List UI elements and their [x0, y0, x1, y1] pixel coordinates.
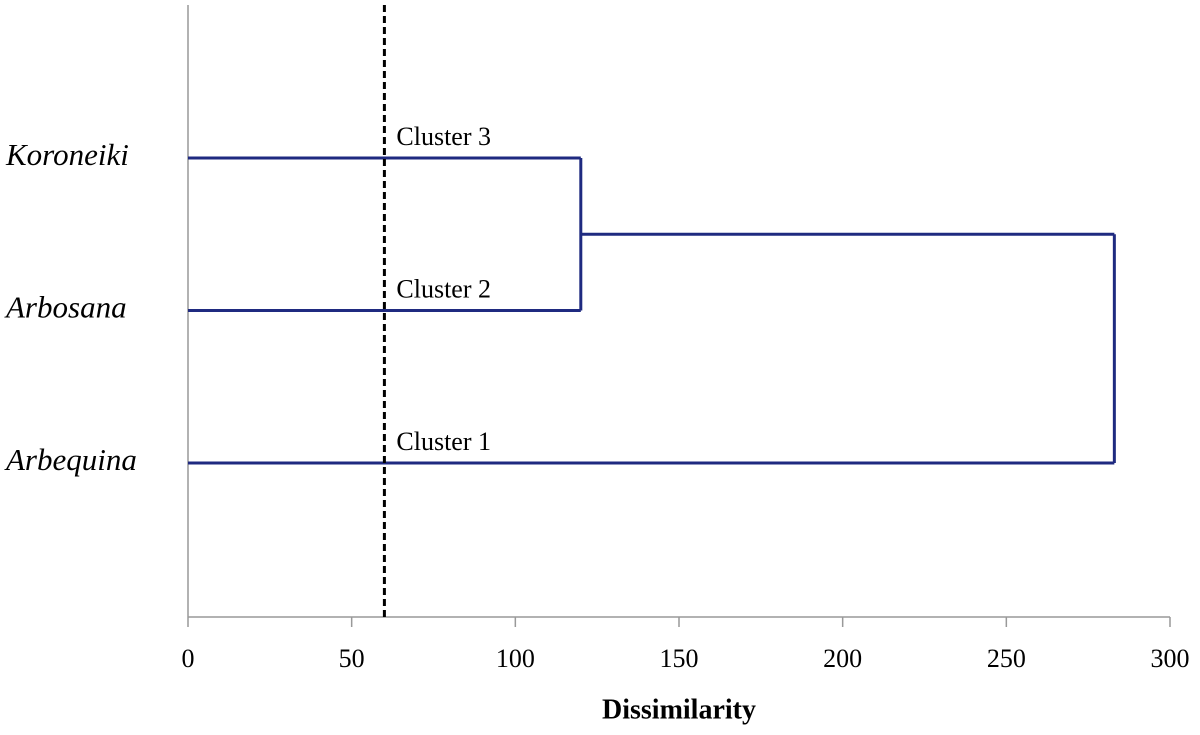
cluster-label: Cluster 3 — [396, 122, 491, 151]
leaf-label: Arbosana — [4, 290, 127, 325]
leaf-label: Arbequina — [4, 442, 137, 477]
x-tick-label: 0 — [182, 644, 195, 673]
x-tick-label: 250 — [987, 644, 1026, 673]
x-tick-label: 50 — [339, 644, 365, 673]
leaf-label: Koroneiki — [5, 137, 129, 172]
cluster-label: Cluster 2 — [396, 274, 491, 303]
x-tick-label: 200 — [823, 644, 862, 673]
cluster-label: Cluster 1 — [396, 427, 491, 456]
x-tick-label: 150 — [660, 644, 699, 673]
x-axis-label: Dissimilarity — [602, 694, 756, 725]
x-tick-label: 300 — [1151, 644, 1190, 673]
x-tick-label: 100 — [496, 644, 535, 673]
